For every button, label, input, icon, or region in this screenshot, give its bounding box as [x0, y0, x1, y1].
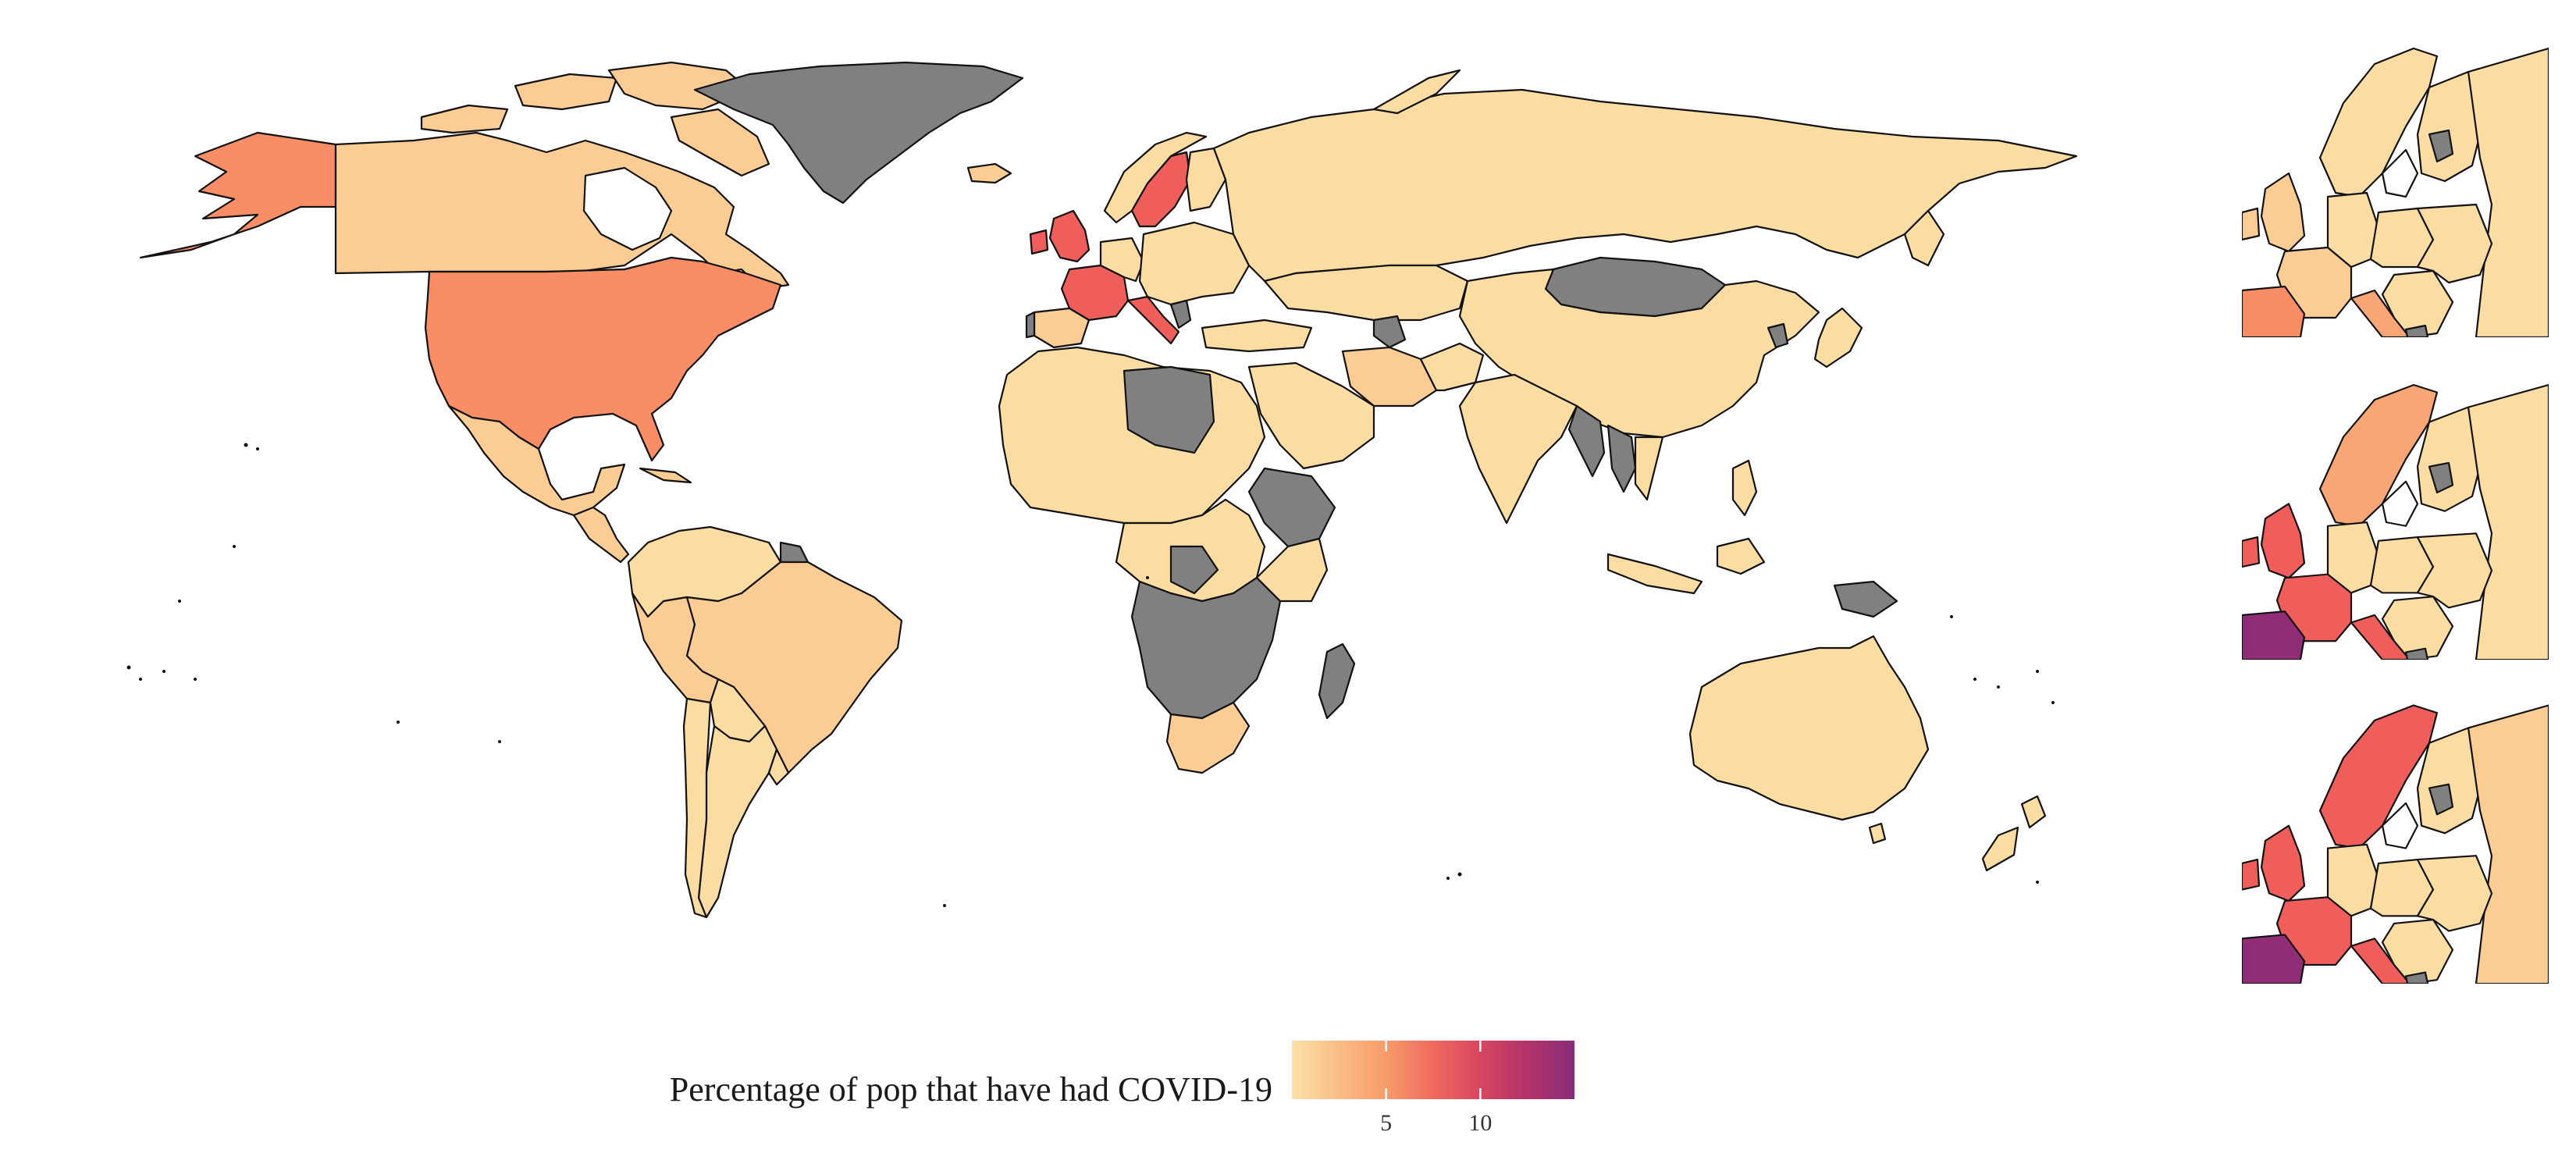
region-chile: [682, 697, 712, 919]
inset-region-iberia: [2242, 934, 2306, 984]
legend-ticks: 5 10: [1380, 1041, 1492, 1136]
region-mexico: [447, 404, 626, 517]
region-kamchatka: [1903, 209, 1945, 267]
region-alaska: [139, 131, 337, 259]
inset-region-ukraine: [2416, 203, 2493, 284]
inset-region-baltic-sea: [2381, 802, 2419, 849]
inset-region-italy: [2350, 289, 2411, 337]
region-greenland: [693, 61, 1024, 205]
region-caspian-missing: [1372, 315, 1407, 349]
region-germany: [1099, 237, 1145, 283]
inset-region-uk: [2260, 824, 2306, 902]
region-india: [1458, 373, 1578, 525]
region-ireland: [1029, 229, 1049, 255]
region-arctic-islands-1: [420, 104, 509, 134]
legend-colorbar: [1292, 1041, 1574, 1099]
region-libya: [1123, 365, 1215, 454]
inset-region-ireland: [2242, 858, 2261, 891]
region-uk: [1048, 209, 1091, 263]
region-turkey: [1201, 319, 1313, 353]
europe-insets: [2242, 47, 2549, 984]
legend-tick-label: 10: [1468, 1110, 1492, 1136]
region-indonesia-2: [1716, 537, 1766, 575]
region-argentina: [697, 724, 778, 919]
region-indonesia-1: [1606, 553, 1703, 595]
region-eastern-europe: [1138, 221, 1251, 306]
legend: Percentage of pop that have had COVID-19…: [670, 1041, 1574, 1136]
inset-region-ireland: [2242, 207, 2261, 241]
inset-region-ukraine: [2416, 532, 2493, 609]
inset-region-baltic-sea: [2381, 480, 2419, 527]
region-png: [1833, 580, 1898, 618]
small-islands: [126, 443, 2055, 907]
region-usa: [424, 256, 782, 462]
inset-region-scandinavia: [2318, 704, 2439, 849]
region-japan: [1813, 307, 1863, 368]
region-cuba: [639, 467, 692, 484]
europe-inset-1: [2242, 47, 2549, 337]
inset-region-russia-west: [2467, 704, 2549, 984]
region-central-africa-missing: [1169, 545, 1219, 595]
world-map: [126, 61, 2078, 919]
inset-region-missing: [2404, 461, 2454, 660]
region-thailand-missing: [1606, 424, 1637, 493]
inset-region-russia-west: [2467, 384, 2549, 660]
inset-region-ukraine: [2416, 855, 2493, 932]
region-myanmar-missing: [1567, 404, 1606, 478]
inset-region-uk: [2260, 172, 2306, 253]
region-central-america: [572, 506, 630, 564]
region-balkans-missing: [1169, 299, 1192, 329]
region-horn-of-africa: [1247, 467, 1336, 548]
inset-region-iberia: [2242, 285, 2306, 337]
inset-region-scandinavia: [2318, 47, 2439, 198]
inset-region-italy: [2350, 938, 2411, 984]
europe-inset-3: [2242, 704, 2549, 984]
region-southern-africa-missing: [1130, 576, 1282, 720]
inset-region-baltic-sea: [2381, 148, 2419, 198]
region-vietnam: [1634, 436, 1664, 501]
region-iceland: [966, 162, 1012, 184]
inset-region-scandinavia: [2318, 384, 2439, 527]
region-italy: [1126, 295, 1180, 345]
region-russia: [1212, 88, 2078, 283]
region-korea-north: [1767, 322, 1789, 349]
inset-region-iberia: [2242, 610, 2306, 660]
region-philippines: [1731, 459, 1758, 517]
region-spain: [1033, 307, 1091, 349]
region-south-africa: [1165, 701, 1251, 774]
region-novaya-zemlya: [1372, 69, 1461, 115]
region-kazakhstan: [1263, 264, 1469, 322]
region-portugal: [1025, 311, 1036, 339]
region-saudi: [1247, 361, 1375, 470]
region-tasmania: [1868, 822, 1887, 845]
region-brazil: [685, 561, 903, 774]
inset-region-uk: [2260, 503, 2306, 579]
inset-region-missing: [2404, 129, 2454, 337]
inset-region-missing: [2404, 783, 2454, 984]
legend-tick-label: 5: [1380, 1110, 1392, 1136]
region-madagascar: [1318, 642, 1356, 720]
region-scandinavia-norway: [1103, 131, 1208, 224]
region-australia: [1688, 635, 1930, 821]
hudson-bay: [582, 166, 673, 251]
region-arctic-islands-2: [514, 73, 618, 111]
region-new-zealand: [1981, 795, 2047, 872]
region-iran: [1341, 346, 1438, 408]
region-east-africa: [1255, 537, 1329, 603]
legend-title: Percentage of pop that have had COVID-19: [670, 1070, 1272, 1109]
inset-region-russia-west: [2467, 47, 2549, 337]
region-uruguay: [767, 748, 790, 786]
europe-inset-2: [2242, 384, 2549, 660]
inset-region-ireland: [2242, 536, 2261, 568]
region-baffin: [670, 108, 770, 177]
